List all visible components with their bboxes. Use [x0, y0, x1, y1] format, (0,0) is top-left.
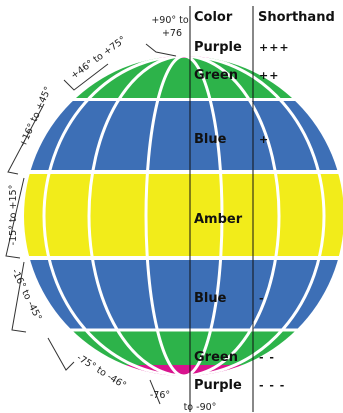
- band-green-south: [24, 331, 343, 365]
- band-separators: [20, 98, 343, 332]
- band-label-blue-south: Blue: [194, 291, 227, 306]
- shorthand-green-north: ++: [259, 69, 279, 82]
- band-label-green-north: Green: [194, 68, 238, 83]
- band-purple-south: [24, 365, 343, 376]
- range-label-1a: +90° to: [151, 15, 189, 26]
- shorthand-blue-north: +: [259, 133, 269, 146]
- band-amber: [24, 174, 343, 256]
- band-label-purple-north: Purple: [194, 40, 242, 55]
- range-label-7a: -76°: [150, 390, 170, 401]
- range-label-4: -15° to +15°: [8, 185, 19, 246]
- band-label-amber: Amber: [194, 212, 243, 227]
- shorthand-purple-north: +++: [259, 41, 290, 54]
- shorthand-green-south: - -: [259, 351, 275, 364]
- shorthand-purple-south: - - -: [259, 379, 285, 392]
- range-label-1b: +76: [162, 28, 182, 39]
- band-label-green-south: Green: [194, 350, 238, 365]
- band-green-north: [24, 58, 343, 98]
- band-label-blue-north: Blue: [194, 132, 227, 147]
- band-blue-north: [24, 101, 343, 170]
- table-dividers: [189, 6, 254, 412]
- header-color: Color: [194, 10, 233, 25]
- band-blue-south: [24, 260, 343, 329]
- meridians: [42, 56, 326, 376]
- header-shorthand: Shorthand: [258, 10, 335, 25]
- band-label-purple-south: Purple: [194, 378, 242, 393]
- range-label-7b: to -90°: [184, 402, 217, 413]
- range-tick-lines: [5, 43, 177, 405]
- shorthand-blue-south: -: [259, 292, 265, 305]
